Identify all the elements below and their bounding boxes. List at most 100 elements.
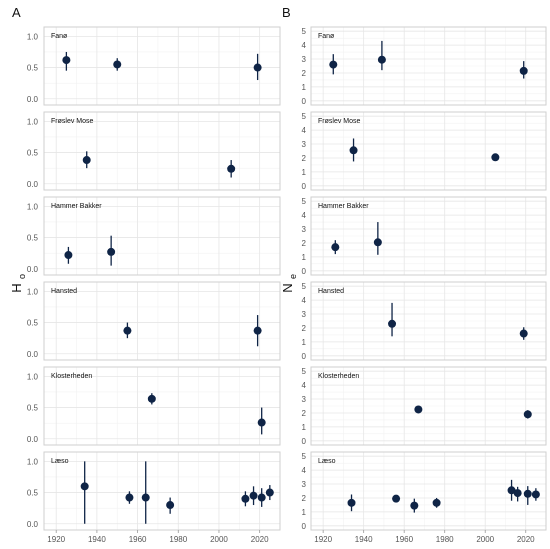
data-point xyxy=(113,60,122,69)
y-tick-label: 0 xyxy=(302,437,307,446)
y-tick-label: 0.5 xyxy=(27,404,39,413)
y-tick-label: 0.5 xyxy=(27,489,39,498)
x-tick-label: 1920 xyxy=(314,535,332,544)
y-tick-label: 4 xyxy=(302,126,307,135)
data-point xyxy=(147,394,156,403)
y-tick-label: 1 xyxy=(302,338,307,347)
data-point xyxy=(523,489,532,498)
data-point xyxy=(107,247,116,256)
y-tick-label: 0.5 xyxy=(27,319,39,328)
y-tick-label: 5 xyxy=(302,452,307,461)
data-point xyxy=(531,490,540,499)
data-point xyxy=(329,60,338,69)
data-point xyxy=(331,243,340,252)
y-tick-label: 0 xyxy=(302,267,307,276)
y-tick-label: 1.0 xyxy=(27,32,39,41)
y-tick-label: 0.0 xyxy=(27,180,39,189)
data-point xyxy=(513,489,522,498)
data-point xyxy=(257,493,266,502)
facet-border xyxy=(43,451,281,531)
facet-title: Læso xyxy=(318,458,336,465)
facet-border xyxy=(43,26,281,106)
y-tick-label: 3 xyxy=(302,225,307,234)
y-tick-label: 1 xyxy=(302,168,307,177)
y-tick-label: 3 xyxy=(302,480,307,489)
x-tick-label: 2000 xyxy=(476,535,494,544)
data-point xyxy=(432,498,441,507)
x-tick-label: 2020 xyxy=(251,535,269,544)
y-tick-label: 4 xyxy=(302,466,307,475)
facet-border xyxy=(310,26,547,106)
data-point xyxy=(523,410,532,419)
y-tick-label: 0.0 xyxy=(27,435,39,444)
y-tick-label: 1 xyxy=(302,83,307,92)
data-point xyxy=(257,418,266,427)
x-tick-label: 2000 xyxy=(210,535,228,544)
facet-title: Fanø xyxy=(318,33,335,40)
y-tick-label: 0 xyxy=(302,352,307,361)
x-axis-title: Year xyxy=(415,546,442,549)
y-tick-label: 4 xyxy=(302,296,307,305)
y-tick-label: 1.0 xyxy=(27,457,39,466)
data-point xyxy=(392,494,401,503)
y-tick-label: 3 xyxy=(302,395,307,404)
facet-title: Hammer Bakker xyxy=(51,203,102,210)
data-point xyxy=(227,164,236,173)
facet-border xyxy=(310,281,547,361)
y-tick-label: 2 xyxy=(302,409,307,418)
y-tick-label: 5 xyxy=(302,282,307,291)
y-tick-label: 1 xyxy=(302,253,307,262)
x-axis-title: Year xyxy=(149,546,176,549)
y-tick-label: 5 xyxy=(302,27,307,36)
y-tick-label: 0 xyxy=(302,97,307,106)
data-point xyxy=(373,238,382,247)
data-point xyxy=(82,156,91,165)
y-axis-title: Ho xyxy=(9,274,27,293)
x-tick-label: 1940 xyxy=(355,535,373,544)
x-tick-label: 1980 xyxy=(169,535,187,544)
y-tick-label: 5 xyxy=(302,112,307,121)
data-point xyxy=(253,63,262,72)
data-point xyxy=(249,491,258,500)
y-tick-label: 2 xyxy=(302,494,307,503)
facet-title: Hansted xyxy=(318,288,344,295)
facet-title: Klosterheden xyxy=(318,373,359,380)
data-point xyxy=(80,482,89,491)
y-tick-label: 1.0 xyxy=(27,372,39,381)
x-tick-label: 1980 xyxy=(436,535,454,544)
data-point xyxy=(265,488,274,497)
y-tick-label: 4 xyxy=(302,381,307,390)
facet-border xyxy=(310,111,547,191)
y-tick-label: 1 xyxy=(302,423,307,432)
data-point xyxy=(388,319,397,328)
data-point xyxy=(125,493,134,502)
x-tick-label: 1940 xyxy=(88,535,106,544)
y-tick-label: 4 xyxy=(302,41,307,50)
data-point xyxy=(347,498,356,507)
facet-border xyxy=(310,196,547,276)
y-axis-title-subscript: o xyxy=(17,274,27,279)
facet-title: Fanø xyxy=(51,33,68,40)
y-tick-label: 1.0 xyxy=(27,202,39,211)
y-tick-label: 0.0 xyxy=(27,350,39,359)
facet-title: Frøslev Mose xyxy=(318,118,361,125)
data-point xyxy=(507,486,516,495)
y-tick-label: 1.0 xyxy=(27,117,39,126)
y-tick-label: 1 xyxy=(302,508,307,517)
data-point xyxy=(141,493,150,502)
y-tick-label: 0.0 xyxy=(27,520,39,529)
x-tick-label: 2020 xyxy=(517,535,535,544)
data-point xyxy=(62,56,71,65)
data-point xyxy=(123,326,132,335)
y-tick-label: 3 xyxy=(302,310,307,319)
y-axis-title-main: N xyxy=(280,283,295,292)
panel-letter: A xyxy=(12,5,21,20)
facet-title: Frøslev Mose xyxy=(51,118,94,125)
x-tick-label: 1960 xyxy=(129,535,147,544)
y-tick-label: 3 xyxy=(302,140,307,149)
y-tick-label: 2 xyxy=(302,154,307,163)
data-point xyxy=(166,501,175,510)
y-tick-label: 2 xyxy=(302,324,307,333)
x-tick-label: 1920 xyxy=(47,535,65,544)
